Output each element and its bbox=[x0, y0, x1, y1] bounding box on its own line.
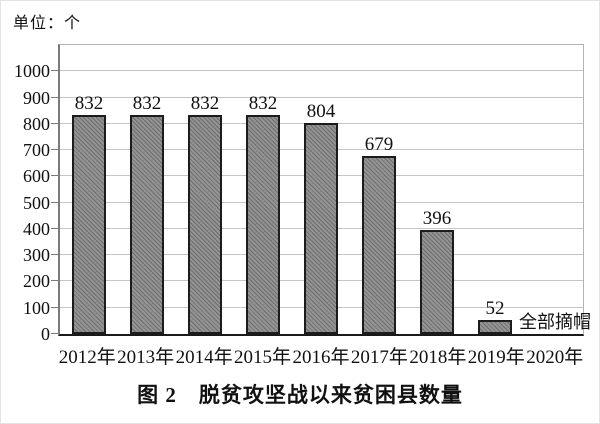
x-axis-label-2016年: 2016年 bbox=[292, 347, 350, 368]
y-tick-100 bbox=[51, 306, 58, 308]
bar-value-label-2017年: 679 bbox=[364, 133, 394, 155]
y-tick-700 bbox=[51, 149, 58, 151]
y-tick-500 bbox=[51, 201, 58, 203]
bar-2018年 bbox=[420, 229, 454, 334]
y-tick-400 bbox=[51, 227, 58, 229]
y-tick-200 bbox=[51, 280, 58, 282]
x-axis-label-2014年: 2014年 bbox=[175, 347, 233, 368]
x-axis-labels: 2012年 2013年 2014年 2015年 2016年 2017年 2018年 2019年… bbox=[58, 342, 584, 369]
y-tick-label-100: 100 bbox=[23, 297, 50, 318]
bar-2016年 bbox=[304, 122, 338, 334]
x-axis-label-2019年: 2019年 bbox=[467, 347, 525, 368]
x-axis-label-2017年: 2017年 bbox=[350, 347, 408, 368]
gridline-1000 bbox=[60, 70, 583, 72]
plot-area: 0 100 200 300 400 500 600 700 800 900 1000 832 832 83… bbox=[14, 44, 591, 344]
bar-2017年 bbox=[362, 155, 396, 334]
bar-value-label-2018年: 396 bbox=[422, 207, 452, 229]
bar-2012年 bbox=[72, 115, 106, 334]
x-axis-label-2020年: 2020年 bbox=[526, 347, 584, 368]
bar-2013年 bbox=[130, 115, 164, 334]
y-tick-label-1000: 1000 bbox=[14, 61, 50, 82]
y-tick-label-700: 700 bbox=[23, 140, 50, 161]
y-tick-label-400: 400 bbox=[23, 218, 50, 239]
bar-value-label-2013年: 832 bbox=[132, 93, 162, 115]
bar-2015年 bbox=[246, 115, 280, 334]
bar-value-label-2014年: 832 bbox=[190, 93, 220, 115]
bar-value-label-2015年: 832 bbox=[248, 93, 278, 115]
y-tick-label-500: 500 bbox=[23, 192, 50, 213]
bar-value-label-2019年: 52 bbox=[485, 298, 505, 320]
y-tick-label-600: 600 bbox=[23, 166, 50, 187]
y-tick-800 bbox=[51, 122, 58, 124]
y-tick-0 bbox=[51, 333, 58, 334]
y-tick-label-200: 200 bbox=[23, 271, 50, 292]
y-tick-900 bbox=[51, 96, 58, 98]
figure-caption: 图 2 脱贫攻坚战以来贫困县数量 bbox=[137, 383, 463, 407]
y-tick-label-900: 900 bbox=[23, 87, 50, 108]
x-axis-label-2012年: 2012年 bbox=[58, 347, 116, 368]
bar-2014年 bbox=[188, 115, 222, 334]
x-axis-label-2013年: 2013年 bbox=[117, 347, 175, 368]
y-tick-label-800: 800 bbox=[23, 113, 50, 134]
y-tick-label-0: 0 bbox=[41, 324, 50, 344]
bar-value-label-2012年: 832 bbox=[74, 93, 104, 115]
bar-value-label-2016年: 804 bbox=[306, 100, 336, 122]
y-tick-300 bbox=[51, 254, 58, 256]
annotation-label: 全部摘帽 bbox=[519, 312, 591, 332]
x-axis-label-2018年: 2018年 bbox=[409, 347, 467, 368]
y-tick-600 bbox=[51, 175, 58, 177]
y-tick-label-300: 300 bbox=[23, 245, 50, 266]
x-axis-label-2015年: 2015年 bbox=[234, 347, 292, 368]
y-tick-1000 bbox=[51, 70, 58, 72]
gridline-900 bbox=[60, 96, 583, 98]
unit-label: 单位：个 bbox=[13, 15, 82, 32]
bar-2019年 bbox=[478, 320, 512, 334]
